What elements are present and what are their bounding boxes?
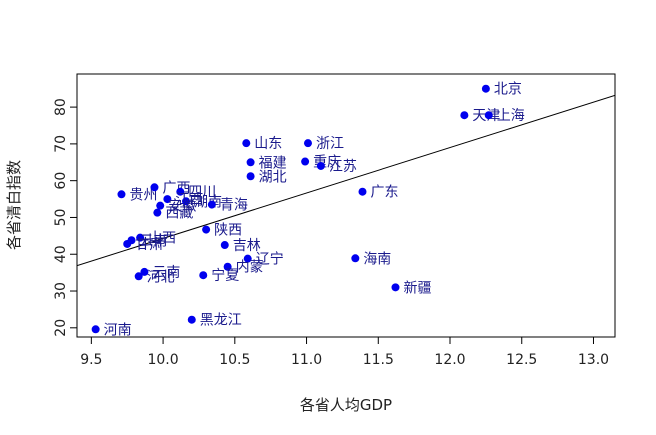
x-tick-label: 9.5	[80, 352, 102, 368]
point-label: 内蒙	[236, 260, 264, 276]
point-label: 辽宁	[256, 251, 284, 268]
x-tick-label: 10.0	[147, 352, 178, 368]
data-point	[391, 283, 400, 292]
point-label: 上海	[497, 108, 525, 124]
y-tick-label: 30	[53, 282, 69, 300]
y-tick-label: 80	[53, 98, 69, 116]
y-tick-label: 60	[53, 172, 69, 190]
data-point	[136, 233, 145, 242]
point-label: 黑龙江	[200, 313, 242, 329]
point-label: 福建	[259, 155, 287, 171]
y-tick-label: 20	[53, 319, 69, 337]
point-label: 北京	[494, 82, 522, 98]
data-points: 北京天津上海山东浙江福建重庆江苏湖北广东贵州广西四川江西湖南青海安徽西藏陕西山西…	[91, 82, 525, 338]
x-tick-label: 12.5	[506, 352, 537, 368]
point-label: 西藏	[165, 206, 193, 222]
data-point	[303, 139, 312, 148]
data-point	[481, 84, 490, 93]
x-tick-label: 12.0	[434, 352, 465, 368]
point-label: 贵州	[129, 187, 157, 203]
data-point	[242, 139, 251, 148]
x-tick-label: 11.5	[363, 352, 394, 368]
data-point	[207, 200, 216, 209]
data-point	[182, 197, 191, 206]
x-axis: 9.5 10.0 10.5 11.0 11.5 12.0 12.5 13.0	[80, 337, 609, 368]
point-label: 安徽	[168, 199, 196, 215]
point-label: 云南	[140, 233, 168, 249]
data-point	[220, 241, 229, 250]
data-point	[140, 267, 149, 276]
y-tick-label: 50	[53, 209, 69, 227]
data-point	[199, 271, 208, 280]
point-label: 海南	[363, 251, 391, 267]
point-label: 四川	[188, 185, 216, 201]
point-label: 山西	[148, 231, 176, 247]
y-axis: 20 30 40 50 60 70 80	[53, 98, 77, 337]
point-label: 新疆	[403, 280, 431, 296]
data-point	[153, 208, 162, 217]
data-point	[246, 172, 255, 181]
point-label: 吉林	[233, 238, 261, 254]
data-point	[123, 239, 132, 248]
point-label: 湖南	[194, 194, 222, 210]
point-label: 江苏	[329, 159, 357, 175]
point-label: 陕西	[214, 223, 242, 239]
x-tick-label: 11.0	[291, 352, 322, 368]
x-tick-label: 10.5	[219, 352, 250, 368]
data-point	[358, 187, 367, 196]
point-label: 青海	[220, 198, 248, 214]
data-point	[351, 254, 360, 263]
x-tick-label: 13.0	[578, 352, 609, 368]
data-point	[117, 190, 126, 199]
data-point	[484, 111, 493, 120]
data-point	[223, 262, 232, 271]
data-point	[176, 187, 185, 196]
point-label: 山东	[254, 136, 282, 152]
point-label: 浙江	[316, 136, 344, 152]
point-label: 河北	[147, 269, 175, 285]
data-point	[163, 195, 172, 204]
point-label: 湖北	[259, 169, 287, 185]
data-point	[316, 161, 325, 170]
point-label: 甘肃	[135, 237, 163, 253]
data-point	[301, 157, 310, 166]
y-tick-label: 40	[53, 245, 69, 263]
data-point	[246, 158, 255, 167]
data-point	[187, 315, 196, 324]
y-axis-title: 各省清白指数	[5, 160, 23, 250]
data-point	[156, 201, 165, 210]
x-axis-title: 各省人均GDP	[300, 396, 392, 414]
data-point	[243, 254, 252, 263]
point-label: 广东	[370, 185, 398, 201]
point-label: 云南	[152, 265, 180, 281]
point-label: 河南	[104, 322, 132, 338]
data-point	[91, 325, 100, 334]
data-point	[460, 111, 469, 120]
regression-line	[77, 94, 615, 267]
data-point	[202, 225, 211, 234]
data-point	[134, 272, 143, 281]
plot-area	[76, 73, 616, 338]
y-tick-label: 70	[53, 135, 69, 153]
data-point	[150, 183, 159, 192]
point-label: 宁夏	[211, 267, 239, 284]
